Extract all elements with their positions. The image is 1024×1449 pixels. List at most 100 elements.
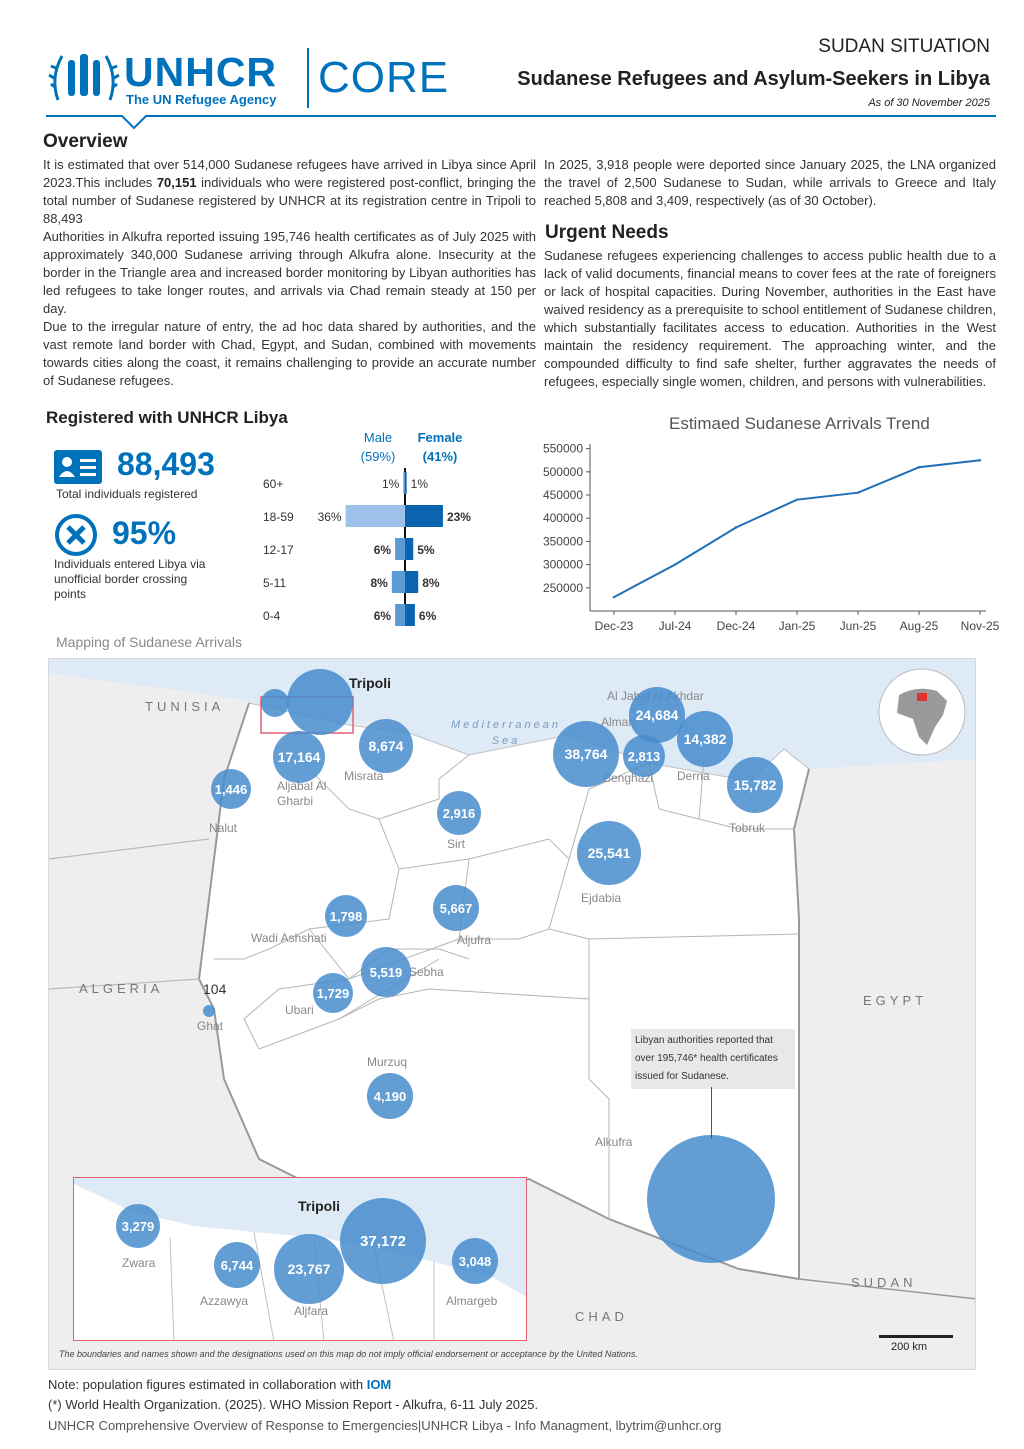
female-bar-60+ [405, 472, 407, 494]
data-point [612, 595, 616, 599]
bubble-tobruk: 15,782 [727, 757, 783, 813]
label-ubari: Ubari [285, 1003, 314, 1017]
male-pct-18-59: 36% [318, 510, 342, 524]
age-label-5-11: 5-11 [263, 576, 286, 590]
male-pct-60+: 1% [382, 477, 400, 491]
bubble-wadi: 1,798 [325, 895, 367, 937]
registered-title: Registered with UNHCR Libya [46, 408, 288, 427]
label-ejdabia: Ejdabia [581, 891, 622, 905]
label-almargeb: Almargeb [446, 1294, 498, 1308]
y-tick-label: 350000 [543, 534, 583, 548]
age-label-60+: 60+ [263, 477, 283, 491]
data-point [978, 459, 982, 462]
label-zwara: Zwara [122, 1256, 156, 1270]
y-tick-label: 550000 [543, 442, 583, 456]
female-pct-12-17: 5% [417, 543, 435, 557]
scale-label: 200 km [891, 1341, 928, 1353]
y-tick-label: 300000 [543, 558, 583, 572]
y-tick-label: 450000 [543, 488, 583, 502]
urgent-needs-text: Sudanese refugees experiencing challenge… [544, 248, 996, 389]
age-label-0-4: 0-4 [263, 609, 281, 623]
unofficial-entry-label: Individuals entered Libya via unofficial… [54, 557, 206, 601]
x-tick-label: Aug-25 [900, 619, 939, 633]
bubble-almargeb: 3,048 [452, 1238, 498, 1284]
locator-globe [878, 668, 966, 756]
bubble-aljabal-akhdar: 24,684 [629, 687, 685, 743]
x-tick-label: Nov-25 [961, 619, 1000, 633]
male-pct-5-11: 8% [370, 576, 388, 590]
x-tick-label: Jul-24 [659, 619, 692, 633]
bubble-zawiya-small [261, 689, 289, 717]
female-bar-0-4 [405, 604, 415, 626]
page-title: Sudanese Refugees and Asylum-Seekers in … [517, 68, 990, 90]
data-point [673, 563, 677, 566]
unhcr-logo-icon [48, 54, 120, 101]
label-misrata: Misrata [344, 769, 384, 783]
pyramid-male-header: Male (59%) [360, 430, 396, 464]
overview-p1: It is estimated that over 514,000 Sudane… [43, 157, 536, 226]
overview-title: Overview [43, 131, 128, 152]
male-bar-5-11 [391, 571, 405, 593]
label-aljabal: Aljabal Al Gharbi [277, 779, 327, 808]
female-bar-18-59 [405, 505, 443, 527]
alkufra-callout: Libyan authorities reported that over 19… [631, 1029, 795, 1089]
border-crossing-icon [55, 514, 97, 556]
label-tunisia: TUNISIA [145, 699, 225, 714]
bubble-tripoli-inset: 37,172 [340, 1198, 426, 1284]
as-of-date: As of 30 November 2025 [868, 97, 990, 109]
bubble-zwara: 3,279 [116, 1204, 160, 1248]
label-almarj: Almarj [601, 715, 636, 729]
label-chad: CHAD [575, 1309, 628, 1324]
header: UNHCR The UN Refugee Agency CORE SUDAN S… [0, 0, 1024, 135]
data-point [734, 526, 738, 529]
bubble-derna: 14,382 [677, 711, 733, 767]
label-derna: Derna [677, 769, 710, 783]
female-pct-5-11: 8% [422, 576, 440, 590]
registered-total-label: Total individuals registered [56, 487, 198, 501]
label-sea: Mediterranean Sea [451, 719, 561, 747]
population-pyramid: 60+ 1% 1% 18-59 36% 23% 12-17 6% 5% 5-11 8% 8% 0-4 6%… [263, 468, 471, 626]
bubble-ejdabia: 25,541 [577, 821, 641, 885]
label-sudan: SUDAN [851, 1275, 917, 1290]
map-caption: Mapping of Sudanese Arrivals [56, 634, 242, 650]
x-tick-label: Dec-23 [595, 619, 634, 633]
overview-p4: In 2025, 3,918 people were deported sinc… [544, 157, 996, 208]
data-point [917, 465, 921, 469]
age-label-18-59: 18-59 [263, 510, 294, 524]
overview-p2: Authorities in Alkufra reported issuing … [43, 229, 536, 316]
logo-sub: The UN Refugee Agency [126, 92, 277, 107]
map: TUNISIA ALGERIA EGYPT SUDAN CHAD Mediter… [48, 658, 976, 1370]
overview-p3: Due to the irregular nature of entry, th… [43, 319, 536, 388]
label-nalut: Nalut [209, 821, 238, 835]
bubble-tripoli-area-large [287, 669, 353, 735]
female-pct-18-59: 23% [447, 510, 471, 524]
label-wadi: Wadi Ashshati [251, 931, 327, 945]
logo-core: CORE [318, 53, 450, 102]
id-card-icon [54, 450, 102, 484]
scale-bar [879, 1335, 953, 1338]
male-bar-18-59 [345, 505, 405, 527]
pyramid-female-header: Female (41%) [417, 430, 463, 464]
x-tick-label: Jan-25 [779, 619, 816, 633]
female-pct-0-4: 6% [419, 609, 437, 623]
ghat-value: 104 [203, 981, 227, 997]
registered-total: 88,493 [117, 446, 215, 482]
map-disclaimer: The boundaries and names shown and the d… [59, 1349, 638, 1359]
label-ghat: Ghat [197, 1019, 224, 1033]
bubble-aljabal: 17,164 [273, 731, 325, 783]
bubble-misrata: 8,674 [359, 719, 413, 773]
callout-leader [711, 1087, 712, 1139]
y-tick-label: 500000 [543, 465, 583, 479]
bubble-aljufra: 5,667 [433, 885, 479, 931]
bubble-sirt: 2,916 [437, 791, 481, 835]
label-aljufra: Aljufra [457, 933, 492, 947]
bubble-ghat [203, 1005, 215, 1017]
male-pct-12-17: 6% [374, 543, 392, 557]
tripoli-inset: Tripoli 3,279 Zwara 6,744 Azzawya 23,767… [73, 1177, 527, 1341]
overview-left-column: It is estimated that over 514,000 Sudane… [43, 156, 536, 390]
label-egypt: EGYPT [863, 993, 928, 1008]
bubble-aljfara: 23,767 [274, 1234, 344, 1304]
label-sebha: Sebha [409, 965, 444, 979]
arrivals-trend-chart: 550000 500000 450000 400000 350000 300000 2500… [543, 442, 1000, 633]
label-sirt: Sirt [447, 837, 465, 851]
